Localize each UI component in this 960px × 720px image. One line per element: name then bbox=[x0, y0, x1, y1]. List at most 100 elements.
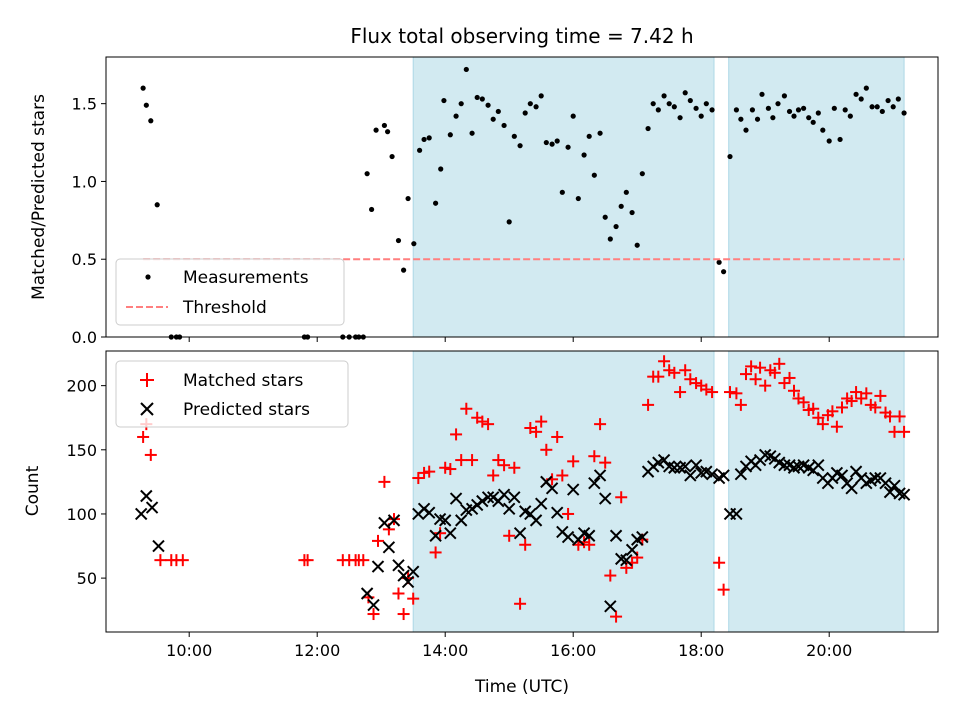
predicted-stars-point bbox=[392, 559, 405, 572]
matched-stars-point bbox=[418, 466, 431, 479]
measurements-point bbox=[495, 108, 501, 115]
matched-stars-point bbox=[812, 411, 825, 424]
top-shaded-intervals bbox=[412, 56, 905, 338]
matched-stars-point bbox=[556, 469, 569, 482]
matched-stars-point bbox=[514, 597, 527, 610]
predicted-stars-point bbox=[609, 529, 623, 542]
matched-stars-point bbox=[874, 389, 887, 402]
matched-stars-point bbox=[301, 554, 314, 567]
matched-stars-point bbox=[439, 461, 452, 474]
matched-stars-point bbox=[503, 529, 516, 542]
predicted-stars-point-b bbox=[662, 460, 676, 473]
matched-stars-point bbox=[788, 384, 800, 397]
predicted-stars-point bbox=[134, 507, 148, 521]
predicted-stars-point-b bbox=[378, 516, 391, 530]
predicted-stars-point bbox=[835, 469, 849, 482]
matched-stars-point bbox=[745, 360, 758, 373]
predicted-stars-point-b bbox=[406, 565, 420, 578]
measurements-point bbox=[527, 101, 533, 107]
matched-stars-point bbox=[154, 554, 167, 567]
measurements-point bbox=[148, 118, 154, 124]
measurements-point bbox=[401, 267, 407, 273]
measurements-point bbox=[421, 136, 427, 143]
matched-stars-point bbox=[663, 364, 676, 377]
measurements-point bbox=[901, 110, 907, 116]
predicted-stars-point bbox=[449, 492, 463, 505]
bottom-y-axis: 50 100 150 200 bbox=[66, 377, 106, 588]
measurements-point bbox=[858, 96, 864, 102]
measurements-point bbox=[140, 85, 146, 91]
measurements-point bbox=[602, 214, 608, 220]
predicted-stars-point bbox=[778, 458, 791, 472]
predicted-stars-point-b bbox=[604, 600, 617, 613]
matched-stars-point bbox=[642, 398, 655, 411]
shaded-interval bbox=[728, 56, 905, 338]
measurements-point bbox=[565, 144, 571, 150]
measurements-point bbox=[369, 206, 375, 213]
predicted-stars-point-b bbox=[678, 460, 692, 473]
measurements-point bbox=[490, 116, 496, 122]
measurements-point bbox=[385, 129, 391, 135]
measurements-point bbox=[671, 104, 677, 110]
legend-label-threshold: Threshold bbox=[182, 298, 267, 318]
measurements-point bbox=[154, 202, 160, 208]
measurements-point bbox=[575, 195, 581, 202]
predicted-stars-point-b bbox=[620, 553, 633, 567]
matched-stars-point bbox=[599, 456, 612, 469]
predicted-stars-point bbox=[454, 514, 468, 527]
predicted-stars-point-b bbox=[869, 471, 882, 485]
predicted-stars-point bbox=[545, 482, 559, 495]
predicted-stars-point-b bbox=[429, 529, 442, 542]
predicted-stars-point-b bbox=[879, 476, 892, 490]
predicted-stars-point bbox=[444, 526, 457, 540]
measurements-point bbox=[474, 94, 480, 101]
y-tick-label: 150 bbox=[66, 441, 97, 460]
measurements-point bbox=[426, 135, 432, 141]
matched-stars-point bbox=[604, 569, 617, 582]
x-tick-label: 20:00 bbox=[806, 641, 852, 660]
measurements-point bbox=[687, 97, 693, 104]
measurements-point bbox=[895, 96, 901, 102]
predicted-stars-point-b bbox=[545, 482, 559, 495]
y-tick-label: 100 bbox=[66, 505, 97, 524]
matched-stars-point bbox=[778, 377, 791, 390]
predicted-stars-point-b bbox=[614, 552, 628, 566]
predicted-stars-point-b bbox=[758, 448, 772, 462]
measurements-point bbox=[781, 93, 788, 99]
predicted-stars-point-b bbox=[636, 530, 649, 544]
predicted-stars-point bbox=[145, 501, 159, 514]
measurements-point bbox=[506, 219, 512, 225]
measurements-point bbox=[863, 85, 869, 91]
measurements-point bbox=[581, 152, 587, 158]
predicted-stars-point bbox=[513, 526, 527, 540]
x-tick-label: 14:00 bbox=[422, 641, 468, 660]
measurements-point bbox=[650, 101, 656, 107]
bottom-y-axis-label: Count bbox=[23, 465, 43, 516]
y-tick-label: 0.0 bbox=[72, 328, 97, 347]
matched-stars-point bbox=[498, 459, 511, 472]
predicted-stars-point bbox=[620, 553, 633, 567]
predicted-stars-point-b bbox=[481, 491, 495, 504]
matched-stars-point bbox=[434, 527, 447, 540]
measurements-point bbox=[810, 119, 816, 125]
predicted-stars-point-b bbox=[802, 461, 815, 474]
predicted-stars-point-b bbox=[140, 489, 153, 503]
measurements-point bbox=[607, 236, 613, 242]
measurements-point bbox=[618, 203, 624, 209]
predicted-stars-point-b bbox=[518, 505, 532, 518]
predicted-stars-point bbox=[869, 471, 882, 485]
matched-stars-point bbox=[797, 396, 810, 409]
measurements-point bbox=[885, 97, 891, 104]
predicted-stars-point-b bbox=[893, 487, 906, 500]
predicted-stars-point-b bbox=[812, 458, 825, 472]
matched-stars-point bbox=[508, 461, 521, 474]
matched-stars-point bbox=[668, 366, 681, 379]
measurements-point bbox=[842, 107, 848, 113]
y-tick-label: 1.0 bbox=[72, 172, 97, 191]
y-tick-label: 200 bbox=[66, 377, 97, 396]
measurements-point bbox=[698, 113, 704, 119]
predicted-stars-point bbox=[625, 543, 639, 557]
predicted-stars-point bbox=[604, 600, 617, 613]
matched-stars-point bbox=[700, 383, 713, 396]
measurements-point bbox=[417, 147, 423, 153]
